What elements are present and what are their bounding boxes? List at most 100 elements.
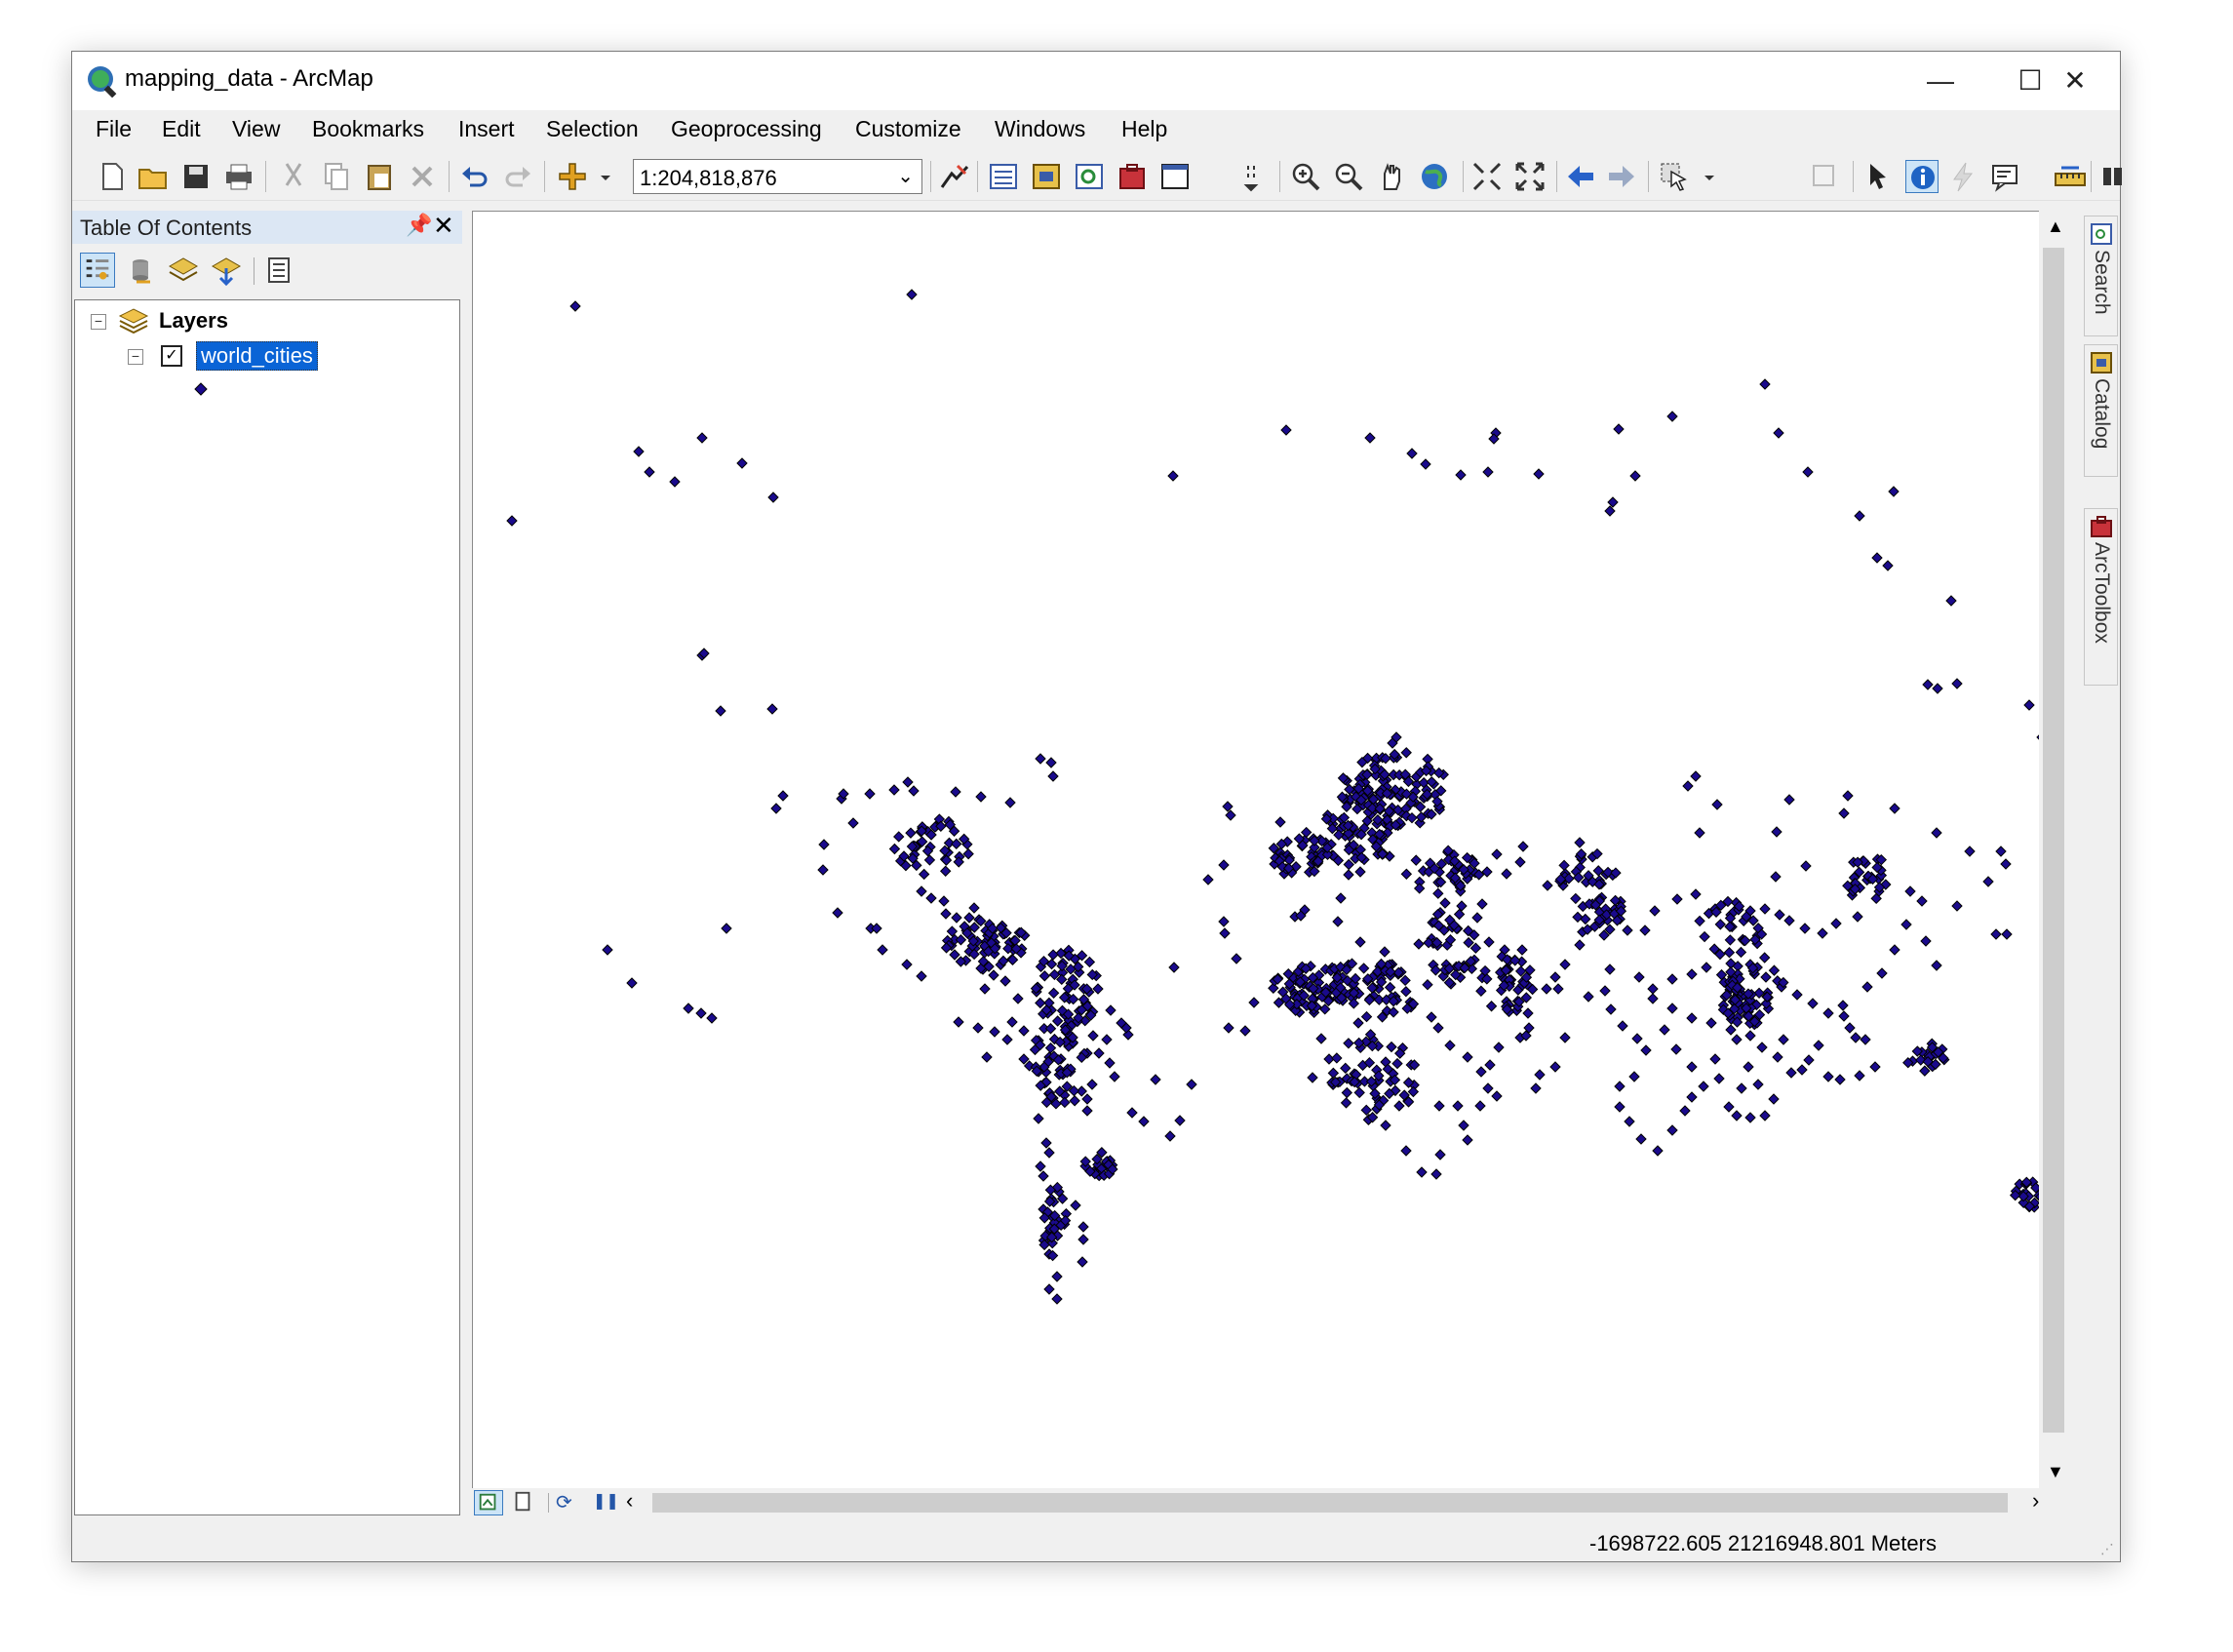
scroll-right-icon[interactable]: › (2032, 1488, 2040, 1513)
menu-edit[interactable]: Edit (162, 116, 201, 141)
map-display[interactable] (472, 211, 2049, 1517)
hyperlink-icon[interactable] (1946, 160, 1979, 193)
city-point (1463, 936, 1474, 949)
toolbar-overflow-icon[interactable] (1234, 160, 1268, 193)
undo-icon[interactable] (458, 160, 491, 193)
city-point (1522, 1007, 1534, 1019)
layer-name-world-cities[interactable]: world_cities (196, 341, 318, 371)
city-point (1849, 883, 1861, 895)
menu-selection[interactable]: Selection (546, 116, 639, 141)
tab-arctoolbox-label: ArcToolbox (2091, 542, 2113, 644)
redo-icon[interactable] (501, 160, 534, 193)
zoom-in-icon[interactable] (1289, 160, 1322, 193)
fixed-zoom-out-icon[interactable] (1513, 160, 1547, 193)
refresh-icon[interactable]: ⟳ (556, 1492, 572, 1514)
list-by-source-icon[interactable] (123, 253, 158, 288)
city-point (1400, 868, 1413, 880)
select-elements-icon[interactable] (1861, 160, 1894, 193)
horizontal-scroll-thumb[interactable] (652, 1493, 2008, 1513)
editor-toolbar-icon[interactable] (938, 160, 971, 193)
paste-icon[interactable] (363, 160, 396, 193)
minimize-button[interactable]: — (1927, 65, 1954, 96)
city-point (1429, 917, 1441, 928)
resize-grip-icon[interactable]: ⋰ (2100, 1541, 2114, 1556)
menu-windows[interactable]: Windows (995, 116, 1086, 141)
layers-collapse-toggle[interactable]: − (91, 314, 106, 330)
save-icon[interactable] (179, 160, 213, 193)
menu-bookmarks[interactable]: Bookmarks (312, 116, 425, 141)
maximize-button[interactable]: ☐ (2018, 65, 2043, 96)
city-point (1541, 983, 1552, 995)
vertical-scroll-thumb[interactable] (2043, 248, 2064, 1433)
city-point (1705, 1017, 1717, 1029)
map-scale-combobox[interactable]: 1:204,818,876 ⌄ (633, 159, 922, 194)
city-point (1434, 1149, 1446, 1160)
city-point (1388, 1006, 1399, 1018)
city-point (1059, 1024, 1072, 1036)
table-of-contents-icon[interactable] (987, 160, 1020, 193)
pan-icon[interactable] (1375, 160, 1408, 193)
city-point (1666, 1124, 1678, 1136)
open-folder-icon[interactable] (137, 160, 170, 193)
options-icon[interactable] (261, 253, 296, 288)
close-button[interactable]: ✕ (2063, 65, 2087, 96)
binoculars-find-icon[interactable] (2096, 160, 2122, 193)
zoom-out-icon[interactable] (1332, 160, 1365, 193)
layer-visibility-checkbox[interactable]: ✓ (161, 345, 182, 367)
city-point (1040, 1004, 1052, 1016)
cut-icon[interactable] (277, 160, 310, 193)
clear-selection-icon[interactable] (1808, 160, 1841, 193)
pin-icon[interactable]: 📌 (406, 213, 433, 237)
city-point (766, 703, 778, 715)
measure-icon[interactable] (2054, 160, 2087, 193)
delete-icon[interactable] (406, 160, 439, 193)
select-dropdown-icon[interactable] (1693, 160, 1714, 193)
select-features-icon[interactable] (1658, 160, 1691, 193)
search-window-icon[interactable] (1073, 160, 1106, 193)
scroll-left-icon[interactable]: ‹ (626, 1488, 634, 1513)
city-point (1033, 1113, 1044, 1124)
toc-close-button[interactable]: ✕ (433, 211, 454, 240)
tab-search[interactable]: Search (2084, 216, 2118, 336)
catalog-window-icon[interactable] (1030, 160, 1063, 193)
scroll-up-icon[interactable]: ▲ (2047, 216, 2064, 236)
menu-customize[interactable]: Customize (855, 116, 961, 141)
add-data-icon[interactable] (556, 160, 589, 193)
scroll-down-icon[interactable]: ▼ (2047, 1462, 2064, 1481)
arctoolbox-icon[interactable] (1116, 160, 1149, 193)
menu-insert[interactable]: Insert (458, 116, 515, 141)
menu-view[interactable]: View (232, 116, 281, 141)
python-window-icon[interactable] (1158, 160, 1192, 193)
city-point (1850, 1032, 1861, 1043)
full-extent-icon[interactable] (1418, 160, 1451, 193)
chevron-down-icon[interactable]: ⌄ (897, 166, 914, 187)
pause-drawing-icon[interactable]: ❚❚ (593, 1493, 619, 1510)
copy-icon[interactable] (320, 160, 353, 193)
city-point (1686, 1012, 1698, 1024)
layer-collapse-toggle[interactable]: − (128, 349, 143, 365)
add-data-dropdown-icon[interactable] (589, 160, 610, 193)
city-point (1393, 1100, 1405, 1112)
list-by-drawing-order-icon[interactable] (80, 253, 115, 288)
city-point (1164, 1130, 1176, 1142)
layout-view-icon[interactable] (509, 1490, 538, 1515)
data-view-icon[interactable] (474, 1490, 503, 1515)
list-by-selection-icon[interactable] (209, 253, 244, 288)
menu-geoprocessing[interactable]: Geoprocessing (671, 116, 822, 141)
tab-catalog[interactable]: Catalog (2084, 344, 2118, 477)
identify-icon[interactable] (1905, 160, 1939, 193)
print-icon[interactable] (222, 160, 255, 193)
vertical-scrollbar[interactable]: ▲ ▼ (2039, 211, 2068, 1488)
world-cities-map[interactable] (473, 212, 2049, 1517)
forward-extent-icon[interactable] (1605, 160, 1638, 193)
new-document-icon[interactable] (96, 160, 129, 193)
data-frame-label[interactable]: Layers (159, 308, 228, 333)
back-extent-icon[interactable] (1564, 160, 1597, 193)
menu-file[interactable]: File (96, 116, 133, 141)
html-popup-icon[interactable] (1989, 160, 2022, 193)
city-point (1501, 868, 1512, 880)
tab-arctoolbox[interactable]: ArcToolbox (2084, 508, 2118, 686)
menu-help[interactable]: Help (1121, 116, 1168, 141)
fixed-zoom-in-icon[interactable] (1470, 160, 1504, 193)
list-by-visibility-icon[interactable] (166, 253, 201, 288)
